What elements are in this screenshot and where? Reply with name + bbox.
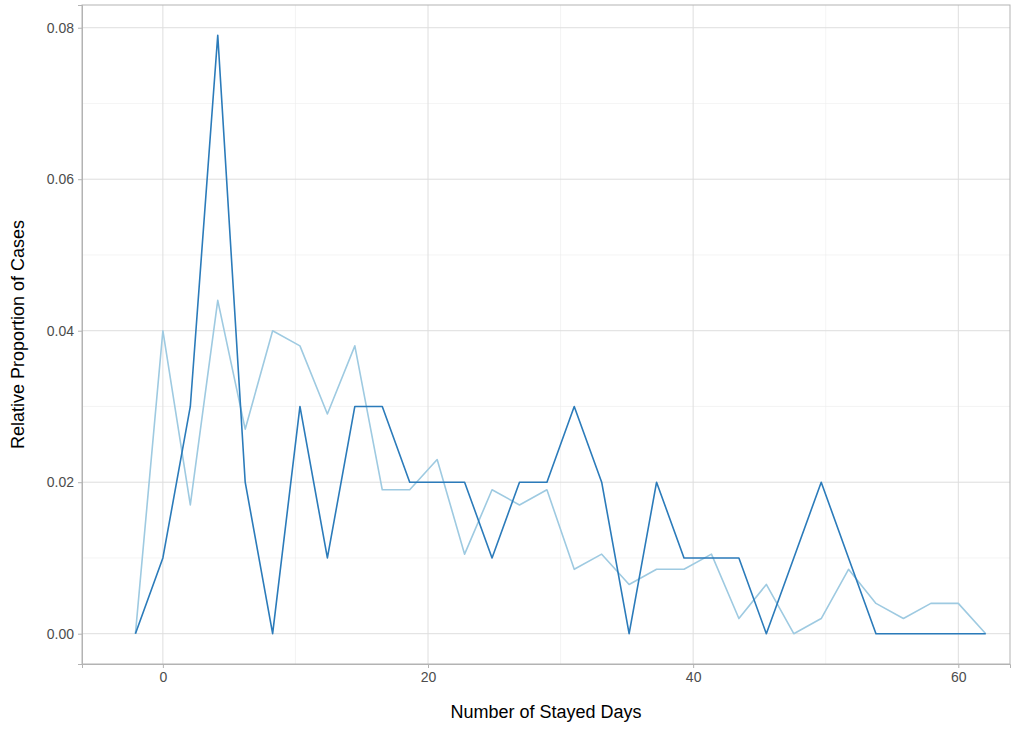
x-axis: 0 20 40 60: [83, 664, 1011, 685]
grid: [82, 5, 1010, 664]
chart: 0 20 40 60 0.00 0.02 0.04 0.06 0.08 Number of Sta…: [0, 0, 1024, 731]
tick-label: 60: [951, 669, 967, 685]
tick-mark: [78, 28, 82, 29]
tick: 0: [159, 664, 167, 685]
tick-mark: [78, 482, 82, 483]
grid-line-x: [958, 5, 959, 664]
plot-frame: [82, 5, 1010, 664]
tick: 0.02: [47, 474, 82, 490]
grid-line-y: [82, 179, 1010, 180]
plot: 0 20 40 60 0.00 0.02 0.04 0.06 0.08: [47, 5, 1011, 685]
minor-grid-line-y: [82, 254, 1010, 255]
y-axis-title: Relative Proportion of Cases: [8, 220, 28, 449]
tick: 40: [686, 664, 702, 685]
tick: 0.04: [47, 323, 82, 339]
tick-label: 0.02: [47, 474, 74, 490]
grid-line-y: [82, 27, 1010, 28]
y-axis: 0.00 0.02 0.04 0.06 0.08: [47, 6, 83, 665]
lines: [135, 35, 985, 633]
tick-mark: [163, 664, 164, 668]
plot-background: [82, 5, 1010, 664]
tick-mark: [78, 634, 82, 635]
tick-mark: [693, 664, 694, 668]
tick-label: 20: [421, 669, 437, 685]
line-series: [135, 35, 985, 633]
tick: 0.06: [47, 171, 82, 187]
tick-label: 0.08: [47, 20, 74, 36]
tick: 60: [951, 664, 967, 685]
tick-mark: [428, 664, 429, 668]
tick: 0.00: [47, 626, 82, 642]
tick-mark: [78, 179, 82, 180]
tick: 0.08: [47, 20, 82, 36]
grid-line-y: [82, 330, 1010, 331]
tick-label: 0.00: [47, 626, 74, 642]
minor-grid-line-y: [82, 557, 1010, 558]
axis-line: [83, 665, 1011, 669]
x-axis-title: Number of Stayed Days: [450, 702, 641, 722]
tick-label: 0.04: [47, 323, 74, 339]
tick-label: 0.06: [47, 171, 74, 187]
tick: 20: [421, 664, 437, 685]
grid-line-x: [428, 5, 429, 664]
minor-grid-line-x: [295, 5, 296, 664]
tick-mark: [78, 331, 82, 332]
axis-line: [78, 6, 83, 665]
tick-label: 0: [159, 669, 167, 685]
tick-mark: [958, 664, 959, 668]
grid-line-y: [82, 633, 1010, 634]
tick-label: 40: [686, 669, 702, 685]
minor-grid-line-x: [560, 5, 561, 664]
minor-grid-line-x: [825, 5, 826, 664]
minor-grid-line-y: [82, 406, 1010, 407]
